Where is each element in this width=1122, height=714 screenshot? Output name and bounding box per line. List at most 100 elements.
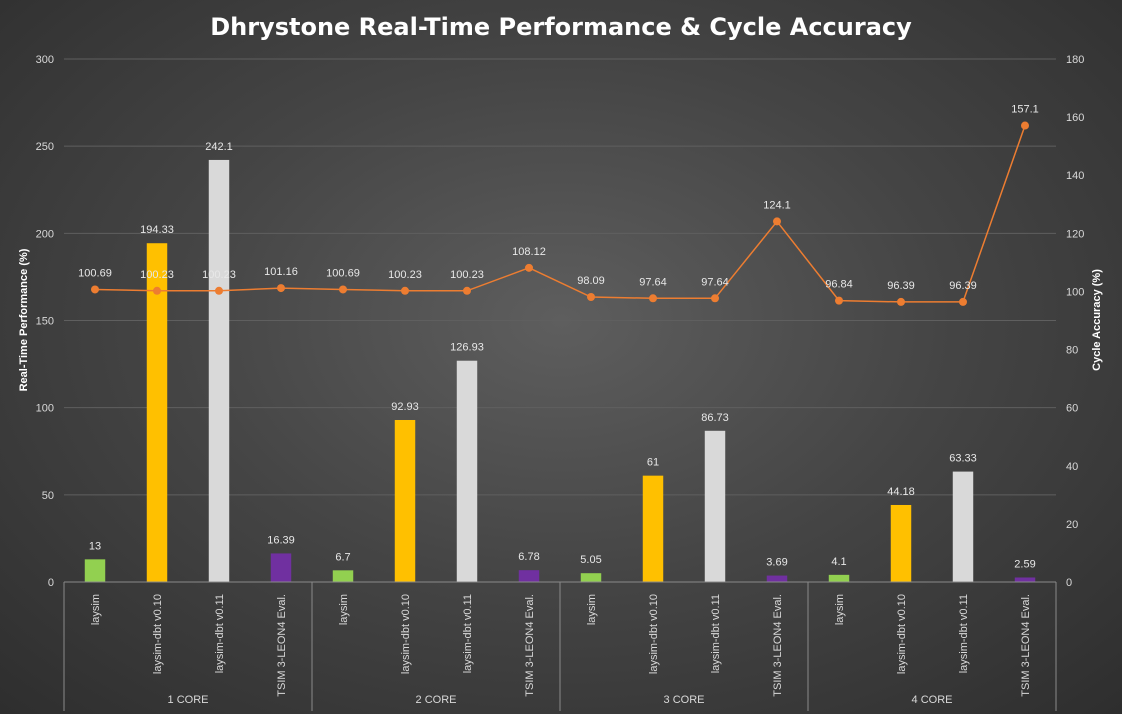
y2-tick-label: 80 (1066, 345, 1078, 357)
line-point (215, 286, 223, 295)
line-value-label: 100.69 (326, 267, 360, 279)
bar-value-label: 126.93 (450, 342, 484, 354)
y-tick-label: 200 (36, 228, 54, 240)
y2-tick-label: 20 (1066, 519, 1078, 531)
bar (146, 243, 168, 583)
line-point (959, 297, 967, 306)
bar-value-label: 3.69 (766, 557, 787, 569)
group-label: 2 CORE (416, 694, 457, 706)
y2-tick-label: 120 (1066, 228, 1084, 240)
line-point (91, 285, 99, 294)
bar (270, 553, 292, 582)
bar (580, 573, 602, 582)
category-label: laysim-dbt v0.11 (462, 594, 474, 673)
y-tick-label: 50 (42, 490, 54, 502)
group-label: 4 CORE (912, 694, 953, 706)
y2-tick-label: 40 (1066, 461, 1078, 473)
bar (642, 475, 664, 582)
line-value-label: 100.69 (78, 267, 112, 279)
category-label: laysim-dbt v0.11 (214, 594, 226, 673)
line-point (153, 286, 161, 295)
y2-tick-label: 140 (1066, 170, 1084, 182)
bar (208, 159, 230, 582)
bar (84, 559, 106, 582)
category-label: TSIM 3-LEON4 Eval. (772, 594, 784, 697)
bar-value-label: 6.7 (335, 551, 350, 563)
bar-value-label: 242.1 (205, 141, 233, 153)
y-tick-label: 300 (36, 54, 54, 66)
line-value-label: 96.39 (949, 280, 977, 292)
group-label: 1 CORE (168, 694, 209, 706)
bar-value-label: 61 (647, 457, 659, 469)
cycle-accuracy-line (94, 125, 1026, 303)
y-tick-label: 0 (48, 577, 54, 589)
y-tick-label: 100 (36, 403, 54, 415)
bar-value-label: 92.93 (391, 401, 419, 413)
line-value-label: 108.12 (512, 246, 546, 258)
bar (952, 471, 974, 582)
bar-series (84, 159, 1036, 583)
line-value-label: 124.1 (763, 199, 791, 211)
category-label: laysim (834, 594, 846, 625)
y-tick-label: 250 (36, 141, 54, 153)
bar (456, 360, 478, 582)
line-point (587, 292, 595, 301)
line-point (711, 294, 719, 303)
bar (890, 504, 912, 582)
bar-value-label: 16.39 (267, 534, 295, 546)
bar (704, 430, 726, 582)
group-label: 3 CORE (664, 694, 705, 706)
line-series (91, 121, 1029, 306)
bar-value-label: 44.18 (887, 486, 915, 498)
line-value-label: 100.23 (450, 269, 484, 281)
category-label: laysim-dbt v0.10 (896, 594, 908, 674)
y2-axis-title: Cycle Accuracy (%) (1091, 269, 1103, 371)
line-point (835, 296, 843, 305)
line-point (339, 285, 347, 294)
line-value-label: 100.23 (388, 269, 422, 281)
bar (1014, 577, 1036, 582)
y2-tick-label: 180 (1066, 54, 1084, 66)
y2-tick-label: 100 (1066, 286, 1084, 298)
category-label: TSIM 3-LEON4 Eval. (1020, 594, 1032, 697)
line-value-label: 101.16 (264, 266, 298, 278)
line-point (773, 217, 781, 226)
category-label: laysim-dbt v0.10 (152, 594, 164, 674)
line-point (897, 297, 905, 306)
line-point (401, 286, 409, 295)
line-point (463, 286, 471, 295)
line-value-label: 100.23 (140, 269, 174, 281)
y2-axis-ticks: 0 20 40 60 80 100 120 140 160 180 (1066, 54, 1084, 589)
line-value-label: 96.84 (825, 279, 853, 291)
y-axis-ticks: 0 50 100 150 200 250 300 (36, 54, 54, 589)
category-label: laysim-dbt v0.11 (710, 594, 722, 673)
category-label: TSIM 3-LEON4 Eval. (524, 594, 536, 697)
bar (766, 575, 788, 582)
bar-value-label: 4.1 (831, 556, 846, 568)
category-label: laysim (90, 594, 102, 625)
gridlines (64, 58, 1056, 496)
bar-value-label: 5.05 (580, 554, 601, 566)
line-value-label: 157.1 (1011, 104, 1039, 116)
bar-value-label: 86.73 (701, 412, 729, 424)
data-labels: 13 194.33 242.1 16.39 6.7 92.93 126.93 6.78 5.05… (78, 104, 1039, 571)
line-value-label: 97.64 (639, 276, 667, 288)
bar-value-label: 13 (89, 540, 101, 552)
y-tick-label: 150 (36, 316, 54, 328)
line-value-label: 96.39 (887, 280, 915, 292)
bar (332, 570, 354, 582)
y2-tick-label: 60 (1066, 403, 1078, 415)
bar-value-label: 6.78 (518, 551, 539, 563)
category-label: laysim (338, 594, 350, 625)
line-value-label: 98.09 (577, 275, 605, 287)
line-point (649, 294, 657, 303)
bar-value-label: 63.33 (949, 453, 977, 465)
bar-value-label: 194.33 (140, 224, 174, 236)
line-value-label: 100.23 (202, 269, 236, 281)
line-point (525, 263, 533, 272)
category-label: laysim-dbt v0.11 (958, 594, 970, 673)
x-axis: laysim laysim-dbt v0.10 laysim-dbt v0.11 TS… (63, 581, 1057, 711)
chart-title: Dhrystone Real-Time Performance & Cycle … (210, 13, 912, 41)
y2-tick-label: 160 (1066, 112, 1084, 124)
